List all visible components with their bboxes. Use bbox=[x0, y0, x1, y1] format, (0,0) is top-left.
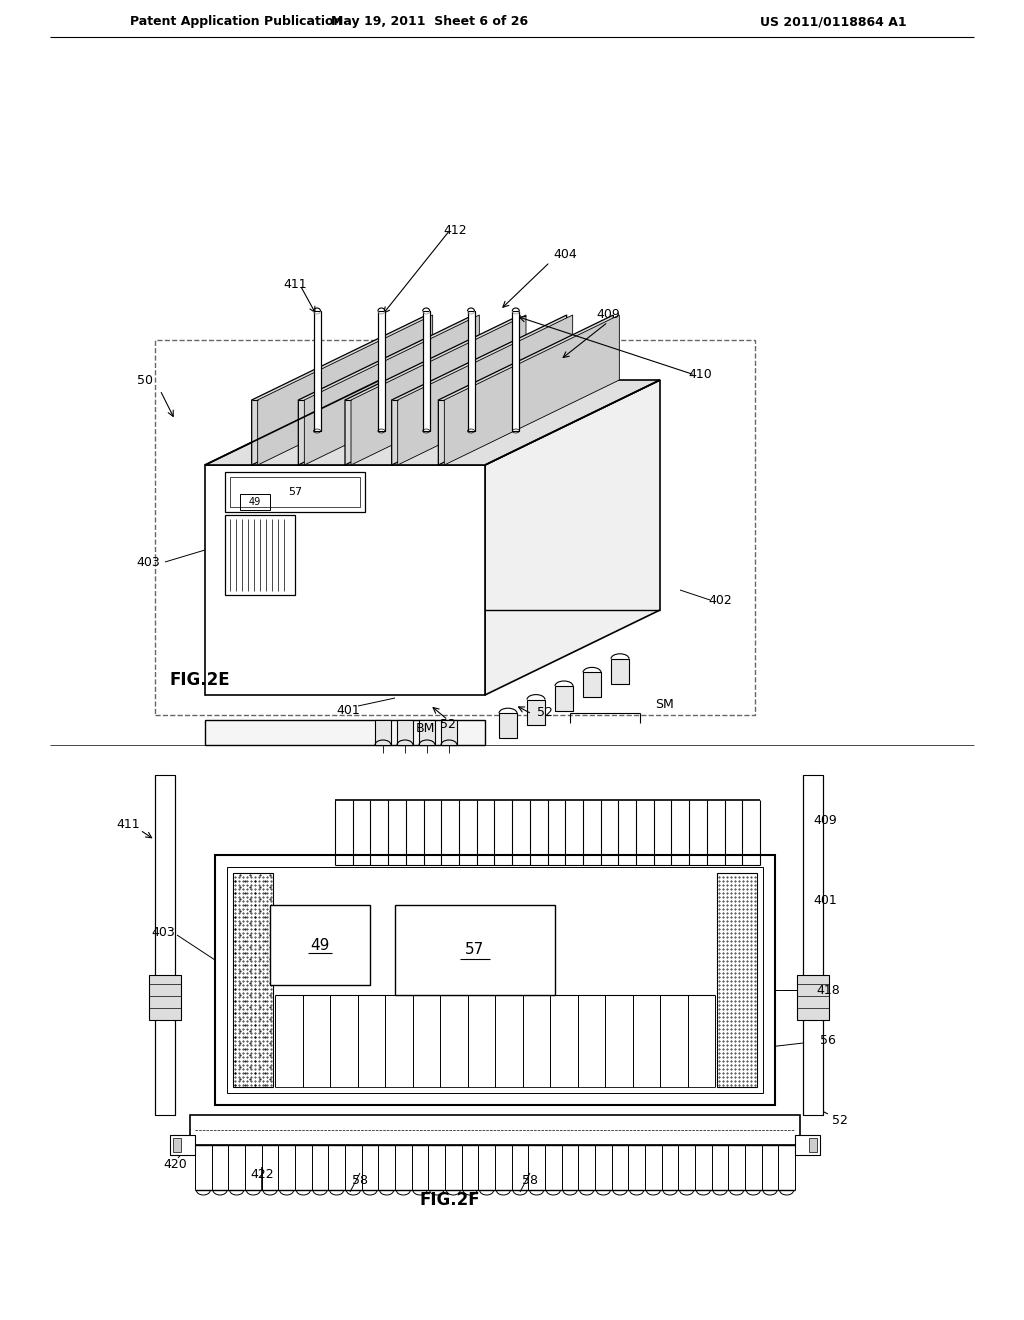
Polygon shape bbox=[205, 380, 660, 465]
Text: 52: 52 bbox=[833, 1114, 848, 1126]
Bar bbox=[419, 719, 435, 744]
Bar bbox=[215, 855, 775, 1105]
Bar bbox=[230, 477, 360, 507]
Text: 401: 401 bbox=[336, 704, 359, 717]
Text: 418: 418 bbox=[816, 983, 840, 997]
Text: 56: 56 bbox=[820, 1034, 836, 1047]
Bar bbox=[395, 906, 555, 995]
Polygon shape bbox=[444, 315, 620, 465]
Bar bbox=[795, 1135, 820, 1155]
Bar bbox=[225, 515, 295, 595]
Text: 403: 403 bbox=[152, 925, 175, 939]
Bar bbox=[717, 873, 757, 1086]
Text: 58: 58 bbox=[352, 1173, 368, 1187]
Bar bbox=[313, 312, 321, 432]
Text: 57: 57 bbox=[288, 487, 302, 498]
Text: SM: SM bbox=[655, 698, 675, 711]
Bar bbox=[155, 775, 175, 1115]
Text: 50: 50 bbox=[137, 374, 153, 387]
Bar bbox=[170, 1135, 195, 1155]
Text: 49: 49 bbox=[310, 937, 330, 953]
Bar bbox=[468, 312, 474, 432]
Text: 401: 401 bbox=[813, 894, 837, 907]
Text: 402: 402 bbox=[709, 594, 732, 606]
Text: 411: 411 bbox=[284, 279, 307, 292]
Bar bbox=[797, 975, 829, 1020]
Bar bbox=[527, 700, 545, 725]
Text: 57: 57 bbox=[465, 942, 484, 957]
Bar bbox=[611, 659, 629, 684]
Text: 411: 411 bbox=[116, 818, 140, 832]
Text: 49: 49 bbox=[249, 498, 261, 507]
Bar bbox=[173, 1138, 181, 1152]
Bar bbox=[375, 719, 391, 744]
Text: Patent Application Publication: Patent Application Publication bbox=[130, 16, 342, 29]
Bar bbox=[809, 1138, 817, 1152]
Polygon shape bbox=[298, 315, 473, 465]
Bar bbox=[423, 312, 430, 432]
Polygon shape bbox=[252, 315, 427, 465]
Bar bbox=[225, 473, 365, 512]
Text: FIG.2F: FIG.2F bbox=[420, 1191, 480, 1209]
Bar bbox=[233, 873, 273, 1086]
Text: 403: 403 bbox=[136, 556, 160, 569]
Polygon shape bbox=[438, 315, 613, 465]
Text: 422: 422 bbox=[250, 1168, 273, 1181]
Bar bbox=[397, 719, 413, 744]
Polygon shape bbox=[304, 315, 479, 465]
Bar bbox=[270, 906, 370, 985]
Bar bbox=[190, 1115, 800, 1144]
Polygon shape bbox=[258, 315, 433, 465]
Text: 420: 420 bbox=[163, 1159, 186, 1172]
Bar bbox=[227, 867, 763, 1093]
Polygon shape bbox=[397, 315, 572, 465]
Bar bbox=[378, 312, 385, 432]
Text: 409: 409 bbox=[596, 309, 620, 322]
Text: 58: 58 bbox=[522, 1173, 538, 1187]
Bar bbox=[499, 713, 517, 738]
Bar bbox=[205, 719, 485, 744]
Text: 52: 52 bbox=[440, 718, 456, 731]
Text: 52: 52 bbox=[537, 705, 553, 718]
Bar bbox=[803, 775, 823, 1115]
Polygon shape bbox=[485, 380, 660, 696]
Text: May 19, 2011  Sheet 6 of 26: May 19, 2011 Sheet 6 of 26 bbox=[332, 16, 528, 29]
Polygon shape bbox=[351, 315, 526, 465]
Bar bbox=[150, 975, 181, 1020]
Text: 410: 410 bbox=[688, 368, 712, 381]
Bar bbox=[441, 719, 457, 744]
Polygon shape bbox=[391, 315, 566, 465]
Bar bbox=[555, 686, 573, 711]
Text: US 2011/0118864 A1: US 2011/0118864 A1 bbox=[760, 16, 906, 29]
Text: 412: 412 bbox=[443, 223, 467, 236]
Bar bbox=[512, 312, 519, 432]
Text: FIG.2E: FIG.2E bbox=[170, 671, 230, 689]
Polygon shape bbox=[345, 315, 520, 465]
Polygon shape bbox=[205, 465, 485, 696]
Text: 409: 409 bbox=[813, 813, 837, 826]
Bar bbox=[583, 672, 601, 697]
Text: 404: 404 bbox=[553, 248, 577, 261]
Bar bbox=[240, 494, 270, 510]
Text: BM: BM bbox=[416, 722, 434, 734]
